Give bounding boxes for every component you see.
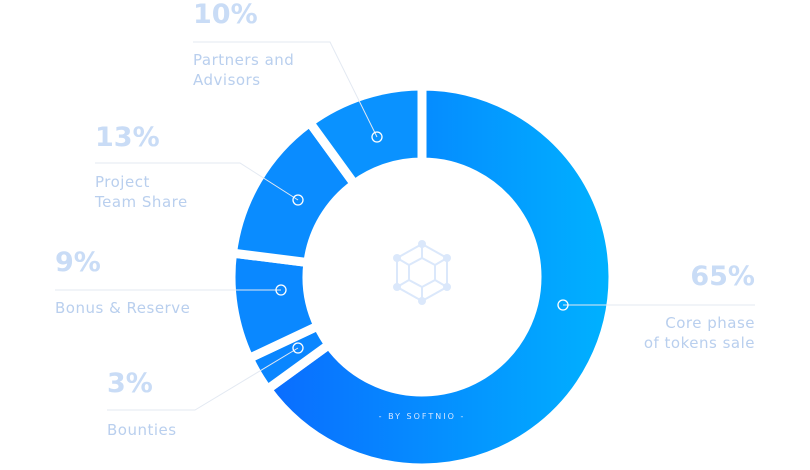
value-label: 10% bbox=[193, 0, 258, 30]
value-label: 65% bbox=[690, 261, 755, 292]
leader-line bbox=[107, 347, 299, 411]
leader-dot bbox=[371, 131, 383, 143]
category-label: Bounties bbox=[107, 421, 177, 439]
leader-line bbox=[95, 162, 299, 201]
leader-dot bbox=[557, 299, 569, 311]
donut-segment bbox=[303, 81, 427, 191]
center-icon bbox=[393, 240, 451, 305]
value-label: 9% bbox=[55, 247, 101, 278]
watermark: - BY SOFTNIO - bbox=[378, 412, 466, 421]
leader-line bbox=[193, 41, 378, 138]
category-label: Bonus & Reserve bbox=[55, 299, 191, 317]
leader-dot bbox=[292, 342, 304, 354]
donut-segment bbox=[261, 81, 618, 470]
leader-dot bbox=[292, 194, 304, 206]
category-label: Partners and Advisors bbox=[193, 51, 295, 89]
category-label: Project Team Share bbox=[95, 173, 188, 211]
value-label: 13% bbox=[95, 122, 160, 153]
value-label: 3% bbox=[107, 368, 153, 399]
leader-dot bbox=[275, 284, 287, 296]
category-label: Core phase of tokens sale bbox=[643, 314, 755, 352]
